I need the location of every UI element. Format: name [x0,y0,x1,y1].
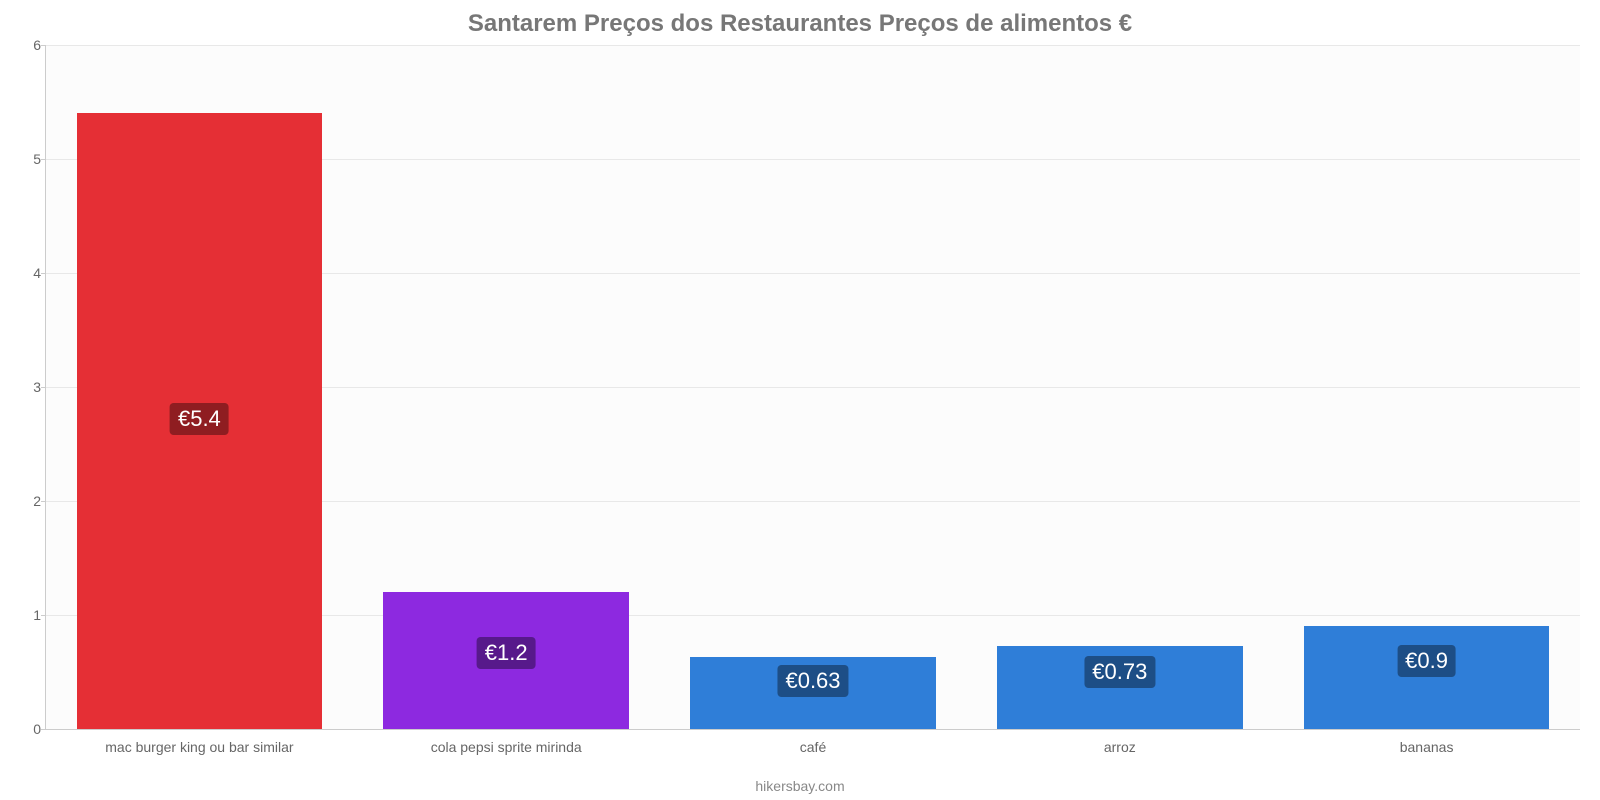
y-tick-label: 0 [16,721,41,737]
y-tick-mark [41,45,46,46]
x-category-label: bananas [1400,739,1454,755]
y-tick-label: 3 [16,379,41,395]
bar-value-label: €5.4 [170,403,229,435]
bar-value-label: €0.73 [1084,656,1155,688]
y-tick-label: 4 [16,265,41,281]
bar [1304,626,1549,729]
y-tick-label: 5 [16,151,41,167]
y-tick-mark [41,501,46,502]
y-tick-mark [41,615,46,616]
chart-plot-area: 0123456€5.4mac burger king ou bar simila… [45,45,1580,730]
y-tick-mark [41,729,46,730]
y-tick-label: 6 [16,37,41,53]
bar-value-label: €0.63 [777,665,848,697]
bar-value-label: €0.9 [1397,645,1456,677]
x-category-label: café [800,739,826,755]
chart-title: Santarem Preços dos Restaurantes Preços … [0,0,1600,38]
bar-value-label: €1.2 [477,637,536,669]
chart-footer: hikersbay.com [0,778,1600,794]
grid-line [46,45,1580,46]
x-category-label: arroz [1104,739,1136,755]
x-category-label: cola pepsi sprite mirinda [431,739,582,755]
x-category-label: mac burger king ou bar similar [105,739,293,755]
y-tick-mark [41,387,46,388]
y-tick-label: 1 [16,607,41,623]
y-tick-label: 2 [16,493,41,509]
y-tick-mark [41,273,46,274]
y-tick-mark [41,159,46,160]
